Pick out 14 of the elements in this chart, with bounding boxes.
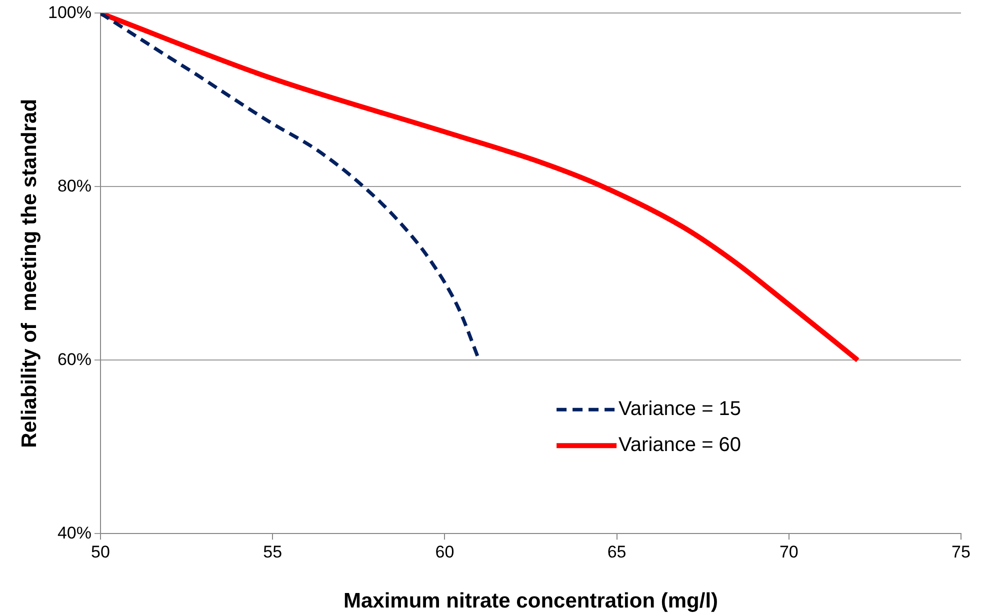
y-tick-label: 60% <box>57 350 92 369</box>
y-tick-label: 40% <box>57 523 92 542</box>
y-tick-label: 100% <box>48 2 92 22</box>
legend-label: Variance = 15 <box>618 398 742 420</box>
legend-label: Variance = 60 <box>618 434 742 456</box>
x-tick-label: 50 <box>91 542 110 562</box>
x-tick-label: 70 <box>779 542 798 562</box>
x-tick-label: 65 <box>607 542 626 562</box>
y-axis-title: Reliability of meeting the standrad <box>18 98 41 448</box>
y-tick-label: 80% <box>57 176 92 196</box>
x-tick-label: 75 <box>952 542 970 562</box>
x-axis-title: Maximum nitrate concentration (mg/l) <box>343 589 718 612</box>
x-tick-label: 55 <box>263 542 282 562</box>
x-tick-label: 60 <box>435 542 454 562</box>
